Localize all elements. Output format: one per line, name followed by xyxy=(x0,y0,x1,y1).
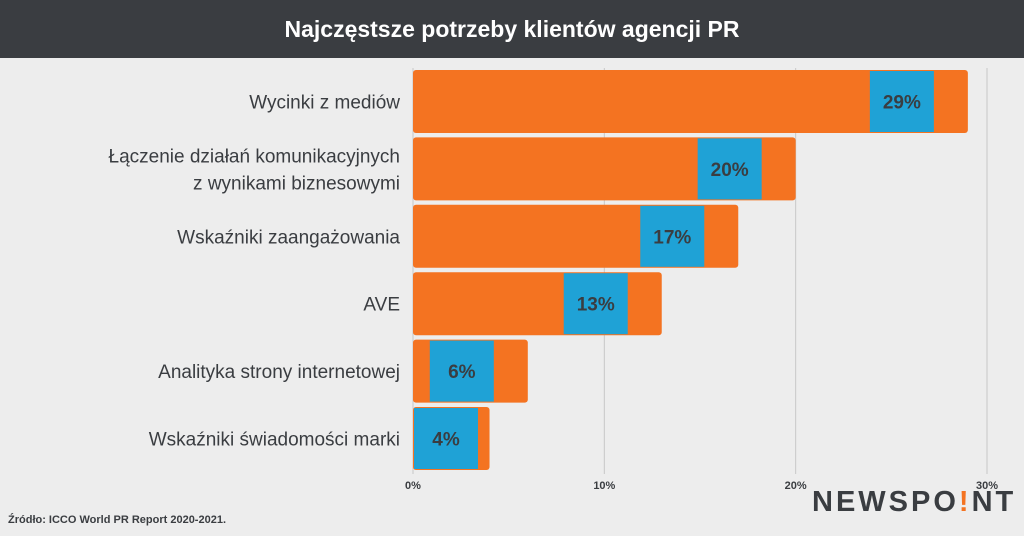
category-label-3: AVE xyxy=(363,295,400,316)
category-label-4: Analityka strony internetowej xyxy=(158,362,400,383)
category-label-0: Wycinki z mediów xyxy=(249,93,400,114)
value-box-4 xyxy=(429,340,494,402)
logo-text-start: NEWSPO xyxy=(812,486,959,518)
category-label-1-1: z wynikami biznesowymi xyxy=(193,173,400,194)
tick-label-1: 10% xyxy=(593,480,615,492)
value-label-0: 29% xyxy=(883,93,921,114)
value-box-1 xyxy=(697,138,762,200)
value-label-4: 6% xyxy=(448,362,476,383)
bar-chart: 29% Wycinki z mediów 20% Łączenie działań k… xyxy=(109,68,998,492)
source-note: Źródło: ICCO World PR Report 2020-2021. xyxy=(8,514,227,526)
chart-header: Najczęstsze potrzeby klientów agencji PR xyxy=(0,0,1024,58)
category-label-1-0: Łączenie działań komunikacyjnych xyxy=(109,146,401,167)
newspoint-logo: NEWSPO!NT xyxy=(812,486,1016,519)
value-label-2: 17% xyxy=(653,227,691,248)
value-box-5 xyxy=(414,408,478,469)
value-box-3 xyxy=(563,273,628,335)
value-label-1: 20% xyxy=(711,160,749,181)
chart-title: Najczęstsze potrzeby klientów agencji PR xyxy=(284,15,740,42)
category-label-2: Wskaźniki zaangażowania xyxy=(177,227,400,248)
tick-label-3: 30% xyxy=(976,480,998,492)
logo-text-end: NT xyxy=(971,486,1017,518)
tick-label-2: 20% xyxy=(785,480,807,492)
logo-dot: ! xyxy=(958,486,972,518)
category-label-5: Wskaźniki świadomości marki xyxy=(149,430,400,451)
value-box-0 xyxy=(869,71,934,132)
bar-0 xyxy=(413,70,968,133)
value-box-2 xyxy=(640,205,705,267)
tick-label-0: 0% xyxy=(405,480,421,492)
value-label-5: 4% xyxy=(432,430,460,451)
value-label-3: 13% xyxy=(577,295,615,316)
